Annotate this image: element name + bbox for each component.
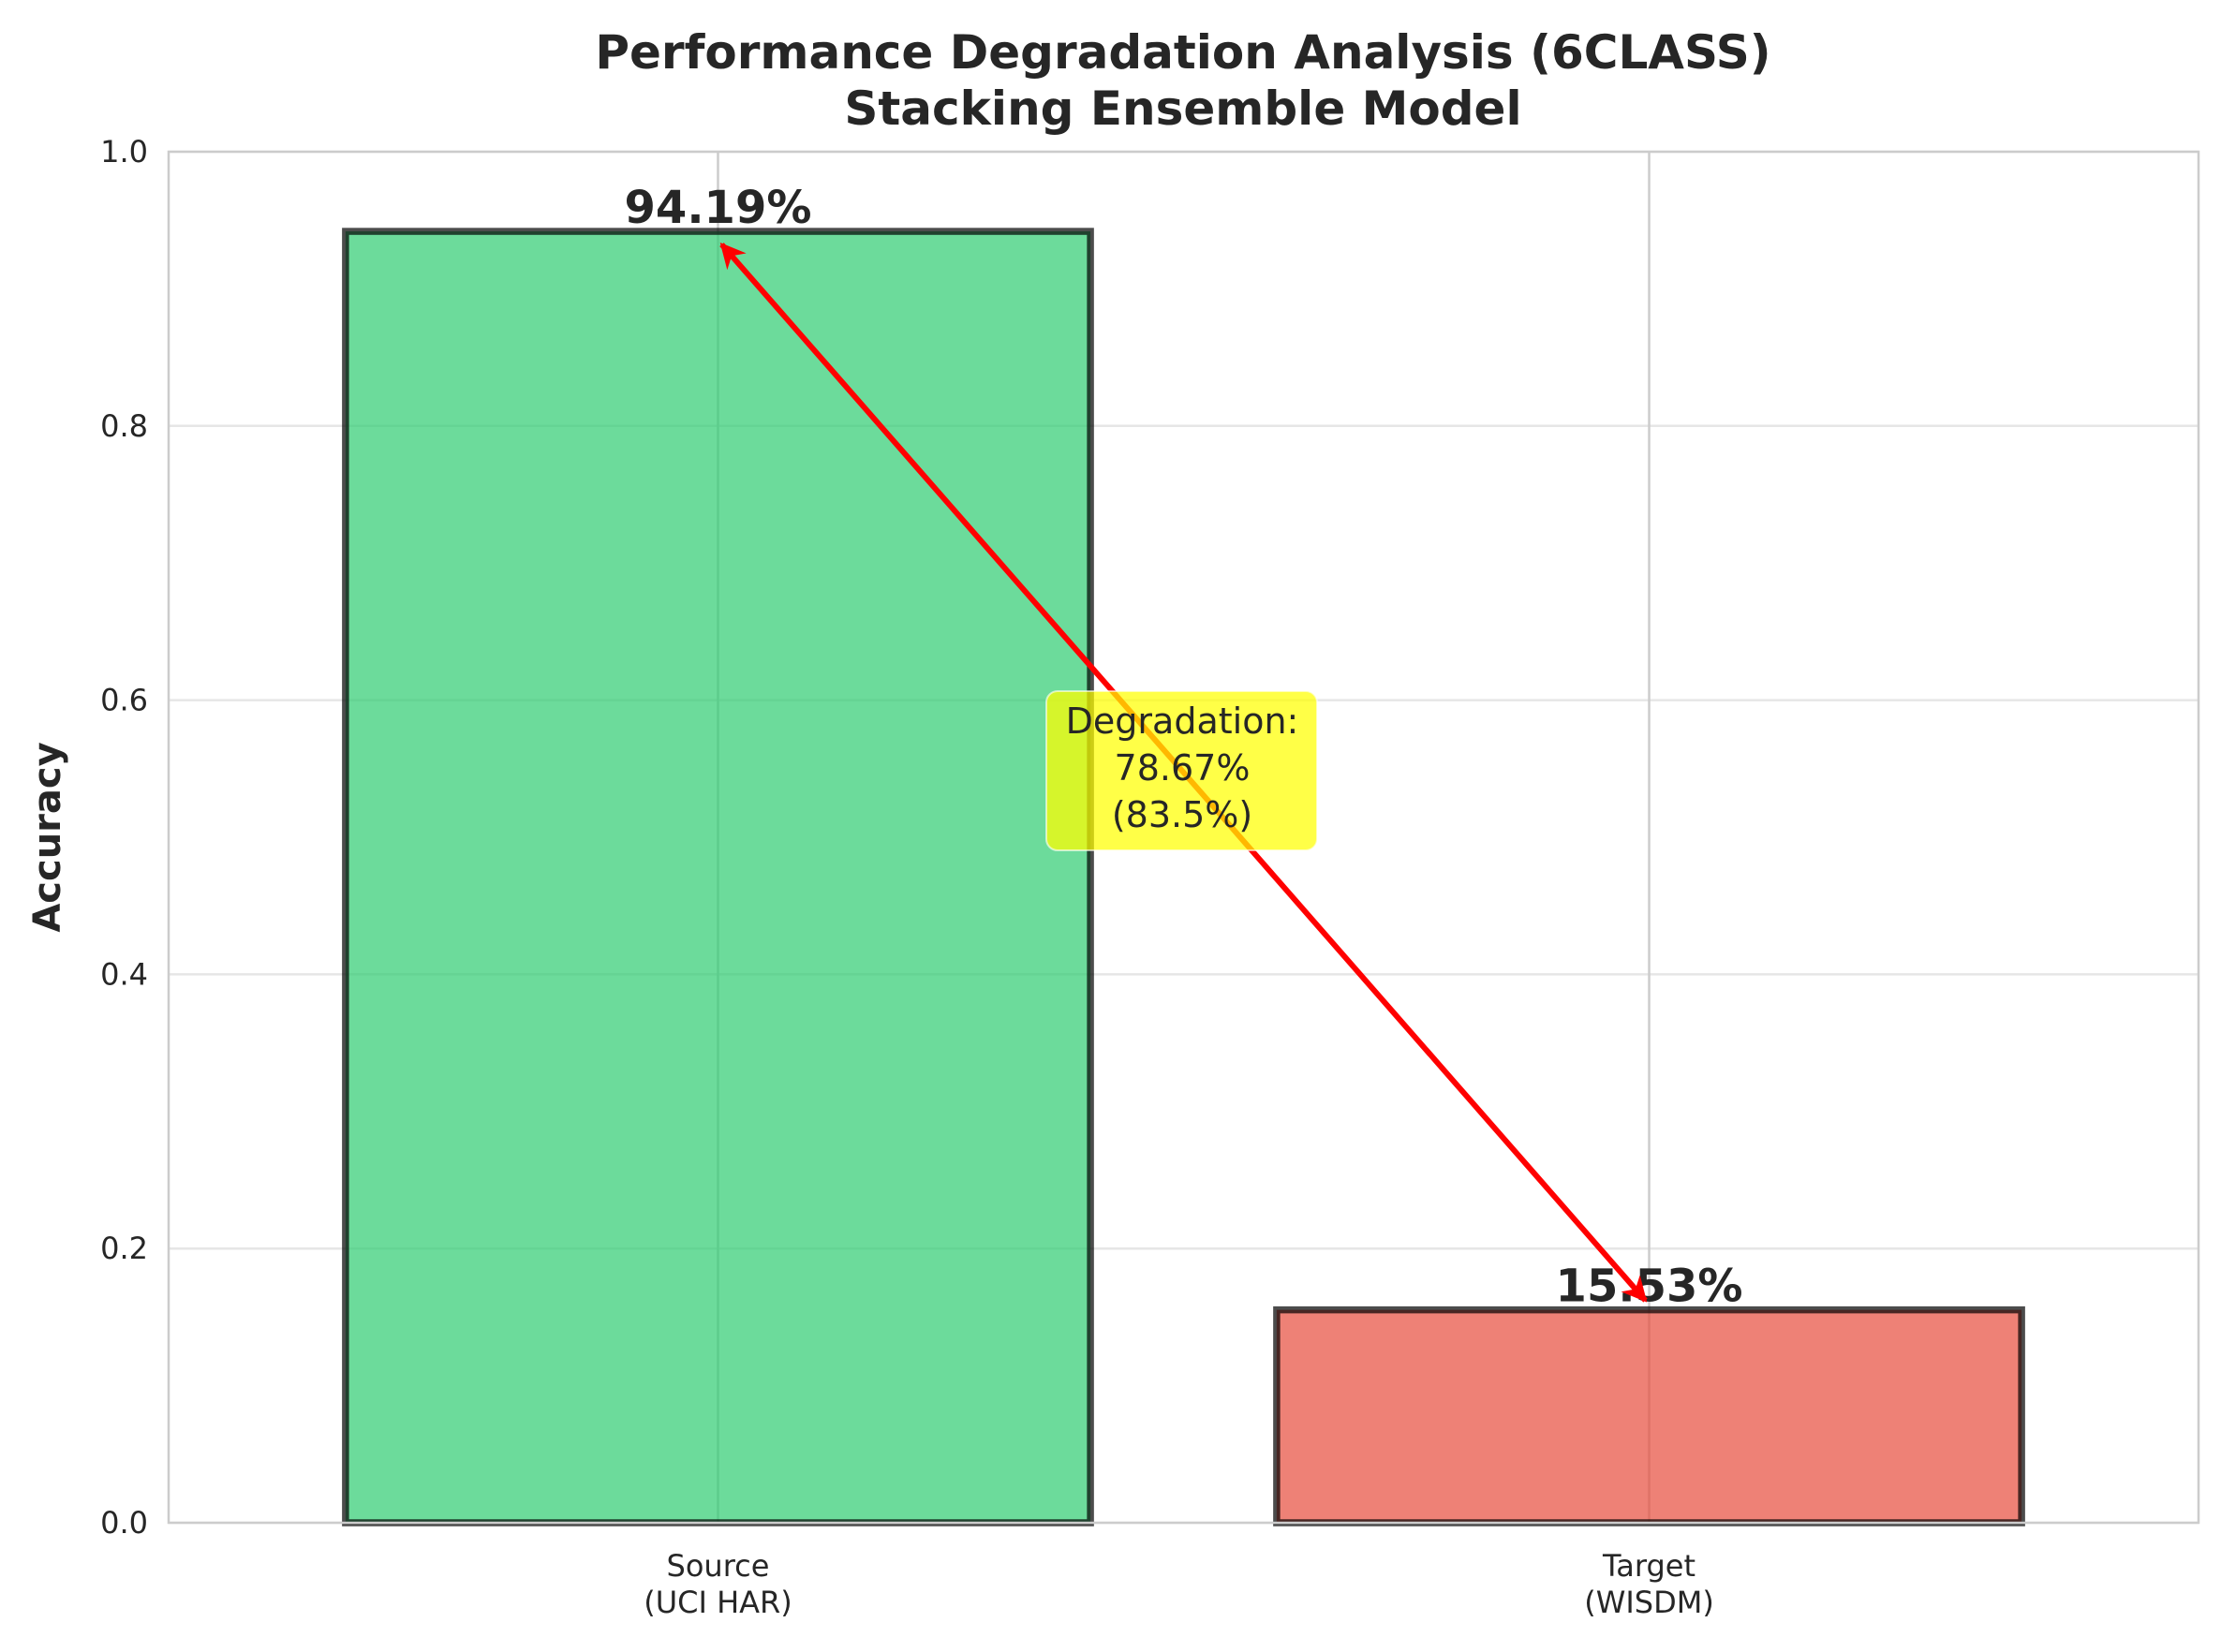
degradation-annotation: Degradation: 78.67% (83.5%) [1045, 690, 1318, 851]
axes-frame [167, 150, 2200, 1525]
y-axis-ticks: 0.0 0.2 0.4 0.6 0.8 1.0 [100, 134, 148, 1541]
y-tick-label: 0.6 [100, 683, 148, 718]
y-tick-label: 0.8 [100, 408, 148, 444]
annotation-line2: 78.67% [1115, 747, 1251, 789]
x-tick-label: (WISDM) [1584, 1585, 1714, 1620]
y-tick-label: 0.4 [100, 956, 148, 992]
bar-source [342, 228, 1094, 1527]
chart-title-line1: Performance Degradation Analysis (6CLASS… [595, 25, 1770, 80]
y-tick-label: 0.2 [100, 1231, 148, 1266]
annotation-box [1045, 690, 1318, 851]
annotation-line3: (83.5%) [1112, 794, 1252, 835]
bar-target [1273, 1305, 2025, 1527]
y-tick-label: 0.0 [100, 1505, 148, 1541]
value-label: 15.53% [1556, 1261, 1743, 1313]
x-tick-label: Target [1602, 1548, 1695, 1584]
x-axis-ticks: Source(UCI HAR) Target(WISDM) [644, 1548, 1714, 1620]
x-tick-label: (UCI HAR) [644, 1585, 792, 1620]
x-tick-label: Source [667, 1548, 770, 1584]
annotation-line1: Degradation: [1066, 701, 1299, 742]
y-tick-label: 1.0 [100, 134, 148, 170]
chart-title-line2: Stacking Ensemble Model [844, 81, 1521, 136]
value-label: 94.19% [625, 182, 812, 234]
y-axis-label: Accuracy [26, 742, 69, 932]
